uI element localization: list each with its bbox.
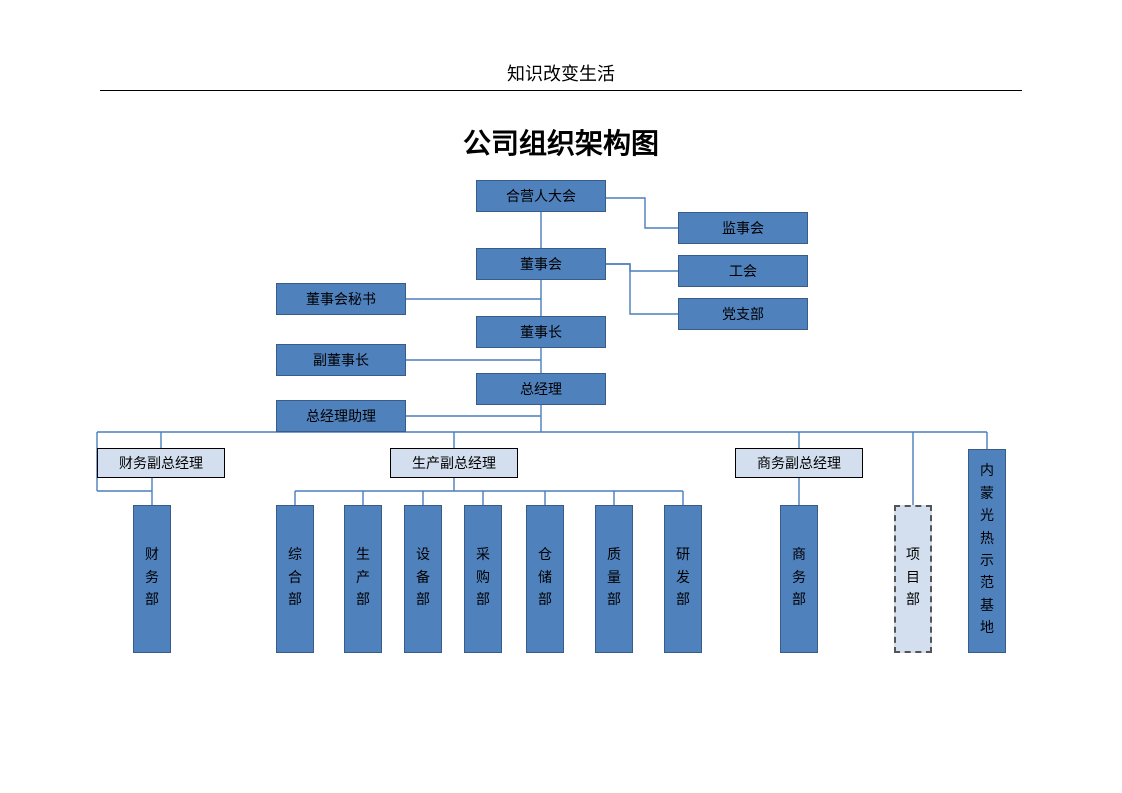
node-label: 生产副总经理 [412, 453, 496, 473]
node-label: 董事会秘书 [306, 289, 376, 309]
node-dept_project: 项目部 [894, 505, 932, 653]
node-label: 总经理助理 [306, 406, 376, 426]
node-dgm_production: 生产副总经理 [390, 448, 518, 478]
connector [606, 198, 678, 228]
node-board: 董事会 [476, 248, 606, 280]
node-label: 财务部 [145, 545, 159, 612]
node-label: 商务副总经理 [757, 453, 841, 473]
node-label: 财务副总经理 [119, 453, 203, 473]
node-supervisory: 监事会 [678, 212, 808, 244]
node-label: 设备部 [416, 545, 430, 612]
page-title: 公司组织架构图 [0, 122, 1122, 162]
page-header-text: 知识改变生活 [507, 64, 615, 84]
page-header: 知识改变生活 [100, 60, 1022, 91]
node-dept_production: 生产部 [344, 505, 382, 653]
node-dept_quality: 质量部 [595, 505, 633, 653]
node-label: 党支部 [722, 304, 764, 324]
node-label: 仓储部 [538, 545, 552, 612]
node-label: 生产部 [356, 545, 370, 612]
node-union: 工会 [678, 255, 808, 287]
node-label: 质量部 [607, 545, 621, 612]
node-label: 总经理 [520, 379, 562, 399]
node-dgm_finance: 财务副总经理 [97, 448, 225, 478]
node-gm: 总经理 [476, 373, 606, 405]
connector [606, 264, 678, 314]
node-dept_base: 内蒙光热示范基地 [968, 449, 1006, 653]
node-dept_equipment: 设备部 [404, 505, 442, 653]
node-label: 合营人大会 [506, 186, 576, 206]
node-dept_warehouse: 仓储部 [526, 505, 564, 653]
node-label: 综合部 [288, 545, 302, 612]
node-dept_finance: 财务部 [133, 505, 171, 653]
node-dept_rd: 研发部 [664, 505, 702, 653]
node-party_branch: 党支部 [678, 298, 808, 330]
node-label: 监事会 [722, 218, 764, 238]
node-label: 副董事长 [313, 350, 369, 370]
node-label: 董事长 [520, 322, 562, 342]
node-gm_assistant: 总经理助理 [276, 400, 406, 432]
node-dgm_business: 商务副总经理 [735, 448, 863, 478]
node-label: 研发部 [676, 545, 690, 612]
node-label: 工会 [729, 261, 757, 281]
node-label: 内蒙光热示范基地 [980, 461, 994, 640]
node-label: 采购部 [476, 545, 490, 612]
node-board_secretary: 董事会秘书 [276, 283, 406, 315]
node-chairman: 董事长 [476, 316, 606, 348]
connector [606, 264, 678, 271]
node-label: 商务部 [792, 545, 806, 612]
node-dept_admin: 综合部 [276, 505, 314, 653]
node-label: 董事会 [520, 254, 562, 274]
node-assembly: 合营人大会 [476, 180, 606, 212]
node-dept_business: 商务部 [780, 505, 818, 653]
node-vice_chairman: 副董事长 [276, 344, 406, 376]
page-title-text: 公司组织架构图 [463, 128, 659, 159]
node-label: 项目部 [906, 545, 920, 612]
node-dept_purchasing: 采购部 [464, 505, 502, 653]
